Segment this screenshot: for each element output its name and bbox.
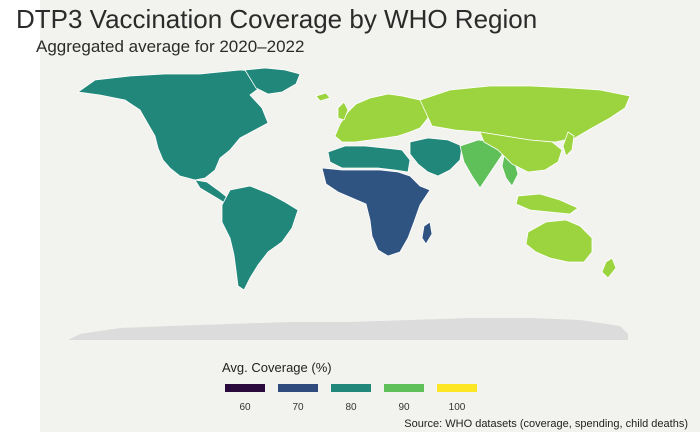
legend-swatch-90 [384, 384, 424, 392]
madagascar [421, 221, 433, 245]
legend-title: Avg. Coverage (%) [222, 360, 332, 375]
australia [525, 219, 593, 263]
north-africa [327, 145, 411, 173]
europe-mainland [334, 93, 431, 143]
legend-swatch-60 [225, 384, 265, 392]
region-americas [77, 67, 301, 291]
russia-central-asia [419, 85, 631, 143]
legend-label-60: 60 [239, 402, 251, 413]
sub-saharan-africa [321, 167, 431, 257]
legend-swatch-70 [278, 384, 318, 392]
legend-label-80: 80 [345, 402, 357, 413]
greenland [244, 67, 301, 95]
south-america [221, 185, 299, 291]
region-europe [315, 85, 631, 143]
japan [562, 131, 575, 157]
region-africa [321, 167, 433, 257]
map-subtitle: Aggregated average for 2020–2022 [36, 37, 305, 56]
region-western-pacific [479, 131, 617, 279]
legend-swatch-80 [331, 384, 371, 392]
region-eastern-mediterranean [327, 137, 463, 177]
uk [337, 101, 349, 121]
legend-label-70: 70 [292, 402, 304, 413]
iceland [315, 92, 331, 102]
source-caption: Source: WHO datasets (coverage, spending… [404, 418, 688, 430]
legend-label-90: 90 [398, 402, 410, 413]
region-antarctica [68, 318, 628, 340]
map-title: DTP3 Vaccination Coverage by WHO Region [16, 4, 538, 34]
new-zealand [601, 257, 617, 279]
maritime-se-asia [515, 193, 579, 215]
antarctica [68, 318, 628, 340]
china [479, 131, 563, 173]
middle-east [409, 137, 463, 177]
north-america [77, 69, 269, 181]
legend-label-100: 100 [448, 402, 466, 413]
legend-swatch-100 [437, 384, 477, 392]
